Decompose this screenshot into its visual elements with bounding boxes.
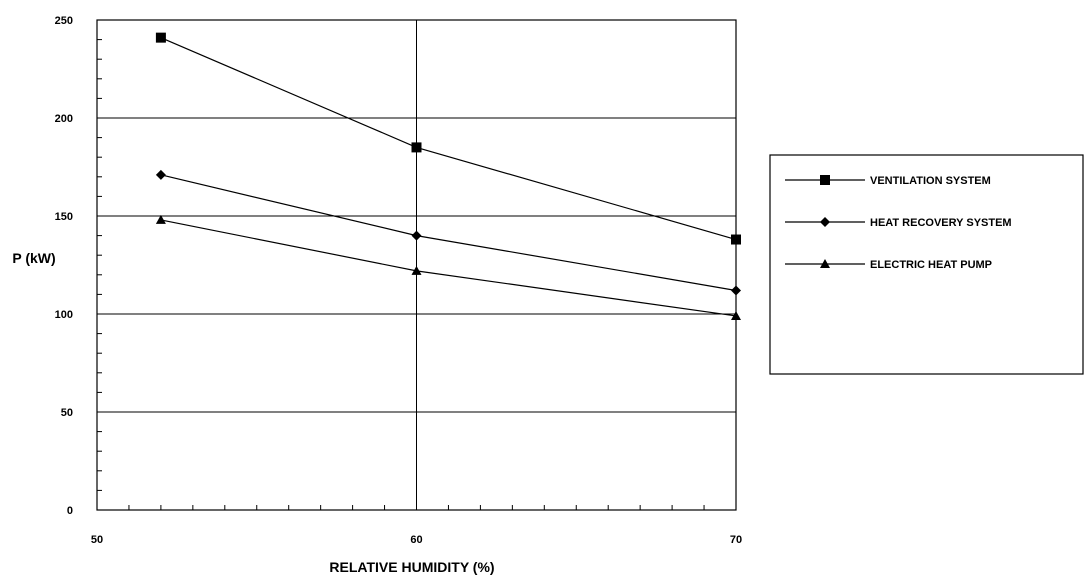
y-axis-tick-labels: 0 50 100 150 200 250: [55, 15, 73, 517]
data-point: [731, 310, 741, 320]
data-point: [155, 32, 166, 43]
y-tick-label: 250: [55, 15, 73, 27]
y-tick-label: 200: [55, 113, 73, 125]
x-tick-label: 70: [730, 534, 742, 546]
legend-marker: [820, 259, 830, 268]
axis-ticks: [96, 19, 737, 511]
series-line: [160, 174, 737, 292]
legend-label: HEAT RECOVERY SYSTEM: [870, 217, 1012, 229]
y-tick-label: 150: [55, 211, 73, 223]
data-point: [731, 285, 741, 296]
y-tick-label: 50: [61, 407, 73, 419]
legend: VENTILATION SYSTEM HEAT RECOVERY SYSTEM EL…: [769, 154, 1084, 375]
legend-label: VENTILATION SYSTEM: [870, 175, 991, 187]
y-tick-label: 0: [67, 505, 73, 517]
series-line: [160, 37, 737, 241]
y-axis-title: P (kW): [12, 250, 55, 266]
x-tick-label: 60: [410, 534, 422, 546]
data-point: [155, 169, 166, 180]
series-heat-recovery-system: [155, 169, 741, 296]
data-point: [411, 265, 422, 275]
legend-item-electric-heat-pump: ELECTRIC HEAT PUMP: [785, 259, 992, 271]
x-axis-title: RELATIVE HUMIDITY (%): [329, 559, 494, 575]
grid: [97, 20, 736, 510]
data-point: [411, 230, 422, 241]
x-tick-label: 50: [91, 534, 103, 546]
data-point: [155, 214, 166, 224]
legend-marker: [820, 217, 830, 227]
series-line: [160, 219, 737, 317]
x-axis-tick-labels: 50 60 70: [91, 534, 742, 546]
legend-item-ventilation-system: VENTILATION SYSTEM: [785, 175, 991, 187]
legend-item-heat-recovery-system: HEAT RECOVERY SYSTEM: [785, 217, 1012, 229]
data-point: [731, 234, 741, 245]
data-point: [411, 142, 422, 153]
series-electric-heat-pump: [155, 214, 741, 320]
legend-label: ELECTRIC HEAT PUMP: [870, 259, 992, 271]
series-ventilation-system: [155, 32, 741, 245]
series-group: [155, 32, 741, 320]
legend-marker: [820, 175, 830, 185]
y-tick-label: 100: [55, 309, 73, 321]
